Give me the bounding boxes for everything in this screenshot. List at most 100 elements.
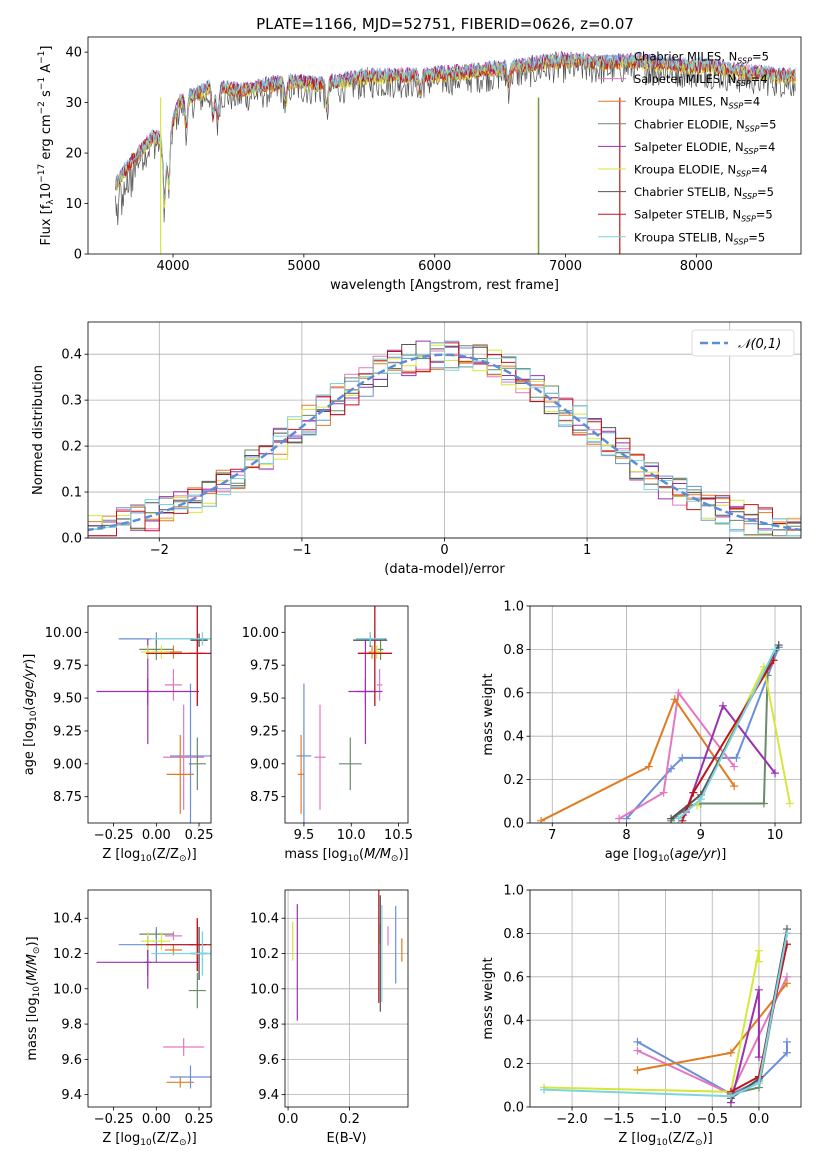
weight-marker	[769, 656, 778, 665]
x-tick-label: −2	[150, 543, 169, 558]
figure-title: PLATE=1166, MJD=52751, FIBERID=0626, z=0…	[256, 15, 634, 33]
y-tick-label: 8.75	[53, 790, 82, 805]
y-tick-label: 10.0	[250, 982, 279, 997]
y-tick-label: 0.0	[503, 817, 524, 832]
y-tick-label: 10.4	[53, 912, 82, 927]
y-tick-label: 0.8	[503, 643, 524, 658]
weight-marker	[622, 814, 631, 823]
x-tick-label: 0	[440, 543, 448, 558]
y-tick-label: 9.50	[250, 692, 279, 707]
weight-marker	[754, 985, 763, 994]
x-tick-label: 9.5	[294, 828, 315, 843]
y-tick-label: 10.2	[53, 947, 82, 962]
y-tick-label: 9.6	[258, 1053, 279, 1068]
y-tick-label: 0.0	[61, 532, 82, 547]
legend-entry: Kroupa STELIB, NSSP=5	[634, 230, 765, 246]
x-tick-label: 0.00	[142, 828, 171, 843]
panel-Z-age: −0.25 0.00 0.25 8.75 9.00 9.25 9.50 9.75 10.00 Z …	[22, 605, 214, 864]
spectrum-line	[115, 52, 796, 200]
y-tick-label: 1.0	[503, 884, 524, 899]
x-tick-label: 7000	[549, 259, 582, 274]
y-tick-label: 20	[65, 147, 82, 162]
y-tick-label: 0.2	[61, 440, 82, 455]
weight-marker	[782, 929, 791, 938]
y-tick-label: 9.25	[53, 724, 82, 739]
x-axis-label: Z [log10(Z/Z⊙)]	[102, 847, 196, 864]
panel-mass-age: 9.5 10.0 10.5 8.75 9.00 9.25 9.50 9.75 10.00 mass…	[242, 605, 413, 864]
panel-ebv-mass: 0.0 0.2 9.4 9.6 9.8 10.0 10.2 10.4 E(B-V)	[250, 889, 409, 1146]
x-tick-label: −2.0	[556, 1112, 588, 1127]
y-tick-label: 10.4	[250, 912, 279, 927]
weight-marker	[633, 1037, 642, 1046]
plot-area	[537, 641, 794, 823]
panel-Z-mass: −0.25 0.00 0.25 9.4 9.6 9.8 10.0 10.2 10.4 Z [log…	[25, 889, 214, 1148]
weight-marker	[615, 814, 624, 823]
axes-frame	[529, 605, 802, 824]
weight-marker	[540, 1085, 549, 1094]
y-tick-label: 0.2	[503, 773, 524, 788]
weight-marker	[774, 641, 783, 650]
spectrum-line	[115, 54, 796, 199]
weight-marker	[674, 688, 683, 697]
panel-Z-weight: −2.0 −1.5 −1.0 −0.5 0.0 0.0 0.2 0.4 0.6 0.8 1.0 Z […	[481, 884, 802, 1148]
x-tick-label: 8	[622, 828, 630, 843]
weight-marker	[659, 788, 668, 797]
weight-marker	[689, 788, 698, 797]
legend-entry: Chabrier ELODIE, NSSP=5	[634, 117, 776, 133]
y-tick-label: 9.4	[258, 1088, 279, 1103]
x-tick-label: 5000	[287, 259, 320, 274]
spectrum-line	[115, 50, 796, 226]
x-tick-label: −1.5	[603, 1112, 635, 1127]
axes-frame	[87, 36, 802, 255]
x-tick-label: 0.25	[185, 1112, 214, 1127]
plot-area	[88, 340, 801, 537]
y-tick-label: 0.8	[503, 927, 524, 942]
legend: 𝒩(0,1)	[691, 329, 795, 357]
weight-marker	[759, 799, 768, 808]
legend-entry: Salpeter STELIB, NSSP=5	[634, 208, 773, 224]
weight-series-line	[543, 950, 760, 1093]
plot-area	[540, 925, 791, 1107]
y-tick-label: 10.0	[53, 982, 82, 997]
weight-marker	[782, 979, 791, 988]
x-axis-label: age [log10(age/yr)]	[605, 847, 727, 864]
y-axis-label: Normed distribution	[31, 365, 46, 495]
weight-marker	[667, 814, 676, 823]
x-tick-label: 9	[697, 828, 705, 843]
x-tick-label: −0.25	[94, 1112, 134, 1127]
weight-marker	[732, 753, 741, 762]
weight-marker	[754, 1079, 763, 1088]
weight-marker	[678, 753, 687, 762]
weight-marker	[785, 799, 794, 808]
weight-marker	[726, 1048, 735, 1057]
x-tick-label: 6000	[418, 259, 451, 274]
legend-entry: 𝒩(0,1)	[738, 337, 781, 352]
y-axis-label: mass [log10(M/M⊙)]	[25, 936, 42, 1060]
x-tick-label: 10	[767, 828, 784, 843]
weight-marker	[670, 695, 679, 704]
weight-marker	[730, 782, 739, 791]
x-tick-label: −0.25	[94, 828, 134, 843]
axes-frame	[284, 889, 409, 1108]
y-axis-label: mass weight	[481, 957, 496, 1039]
weight-marker	[696, 795, 705, 804]
panel-age-weight: 7 8 9 10 0.0 0.2 0.4 0.6 0.8 1.0 age [log10(age/yr…	[481, 600, 802, 864]
y-axis-label: mass weight	[481, 673, 496, 755]
weight-marker	[730, 762, 739, 771]
y-tick-label: 8.75	[250, 790, 279, 805]
y-tick-label: 10.00	[242, 626, 279, 641]
weight-marker	[771, 645, 780, 654]
y-tick-label: 9.6	[61, 1053, 82, 1068]
plot-area	[96, 918, 211, 1089]
histogram-steps	[88, 342, 801, 537]
x-tick-label: 1	[583, 543, 591, 558]
x-tick-label: 0.0	[278, 1112, 299, 1127]
plot-area	[115, 50, 796, 254]
weight-series-line	[543, 933, 788, 1098]
legend-frame	[691, 329, 795, 357]
weight-marker	[782, 1037, 791, 1046]
x-tick-label: 10.0	[337, 828, 366, 843]
y-tick-label: 0.2	[503, 1057, 524, 1072]
y-tick-label: 1.0	[503, 600, 524, 615]
x-tick-label: 0.00	[142, 1112, 171, 1127]
